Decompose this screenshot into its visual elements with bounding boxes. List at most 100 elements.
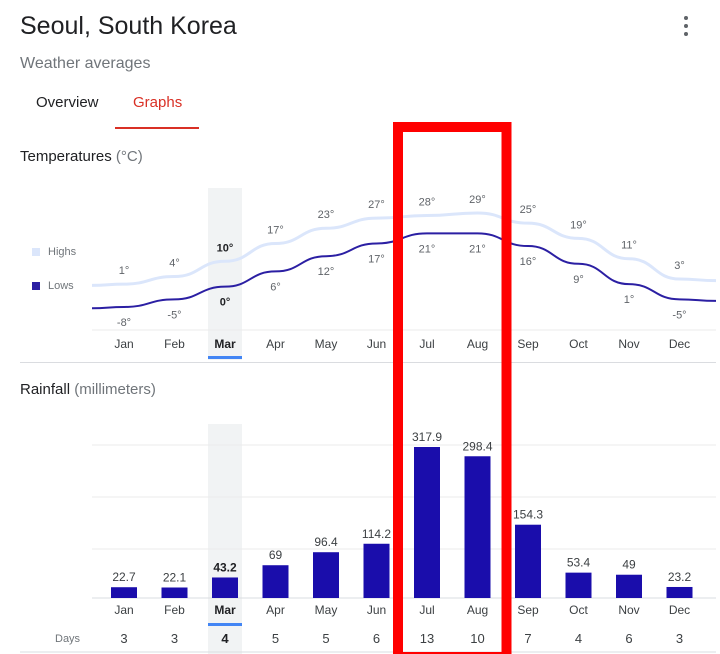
rainfall-title-text: Rainfall [20, 381, 71, 398]
section-divider [20, 362, 716, 363]
rainfall-bar [666, 586, 693, 598]
rainfall-month-label: Jan [114, 603, 133, 617]
rain-days-value: 3 [171, 631, 178, 646]
legend-highs: Highs [32, 246, 76, 258]
rainfall-month-label: Feb [164, 603, 185, 617]
rain-days-value: 4 [575, 631, 582, 646]
page-subtitle: Weather averages [20, 55, 151, 72]
rainfall-bar [212, 577, 238, 598]
rainfall-value-label: 154.3 [513, 508, 543, 522]
rainfall-month-label: Jun [367, 603, 386, 617]
rain-days-value: 7 [524, 631, 531, 646]
more-vert-icon[interactable] [676, 12, 696, 40]
rainfall-bar [161, 587, 188, 598]
temperature-month-label: Nov [618, 337, 639, 351]
high-temp-label: 23° [318, 209, 335, 221]
low-temp-label: 12° [318, 266, 335, 278]
rainfall-month-label: Aug [467, 603, 488, 617]
rain-days-value: 4 [221, 631, 229, 646]
temperature-month-label: Apr [266, 337, 285, 351]
selected-month-column-temperatures [208, 188, 242, 360]
rainfall-bar [464, 456, 491, 598]
high-temp-label: 10° [217, 242, 234, 254]
legend-lows: Lows [32, 280, 74, 292]
rainfall-value-label: 22.7 [112, 570, 136, 584]
temperature-month-label: Oct [569, 337, 588, 351]
rainfall-value-label: 22.1 [163, 571, 187, 585]
temperature-month-label: Jul [419, 337, 434, 351]
selected-month-column-rainfall [208, 424, 242, 654]
rainfall-month-label: Oct [569, 603, 588, 617]
high-temp-label: 19° [570, 219, 587, 231]
tab-graphs[interactable]: Graphs [133, 94, 183, 111]
selected-month-indicator-rainfall [208, 623, 242, 626]
selected-month-indicator-temperatures [208, 356, 242, 359]
high-temp-label: 11° [621, 240, 637, 252]
low-temp-label: 21° [419, 243, 436, 255]
rain-days-value: 5 [322, 631, 329, 646]
rainfall-bar [313, 552, 339, 598]
high-temp-label: 3° [674, 260, 685, 272]
low-temp-label: 6° [270, 281, 281, 293]
temperature-month-label: Dec [669, 337, 690, 351]
high-temp-label: 27° [368, 199, 385, 211]
rainfall-month-label: May [315, 603, 338, 617]
tab-active-indicator [115, 127, 199, 129]
rainfall-bar [515, 524, 541, 598]
rainfall-value-label: 96.4 [314, 535, 338, 549]
legend-highs-swatch [32, 248, 40, 257]
temperature-month-label: Feb [164, 337, 185, 351]
low-temp-label: -5° [672, 309, 686, 321]
rainfall-month-label: Dec [669, 603, 690, 617]
rainfall-bar [616, 574, 642, 598]
rain-days-value: 5 [272, 631, 279, 646]
temperature-month-label: Sep [517, 337, 539, 351]
low-temp-label: 9° [573, 274, 584, 286]
rainfall-value-label: 43.2 [213, 560, 237, 574]
rainfall-value-label: 298.4 [462, 439, 492, 453]
lows-series-line [91, 232, 717, 310]
temperatures-unit: (°C) [115, 148, 143, 165]
high-temp-label: 29° [469, 194, 486, 206]
temperature-month-label: Aug [467, 337, 488, 351]
tab-overview[interactable]: Overview [36, 94, 99, 111]
high-temp-label: 25° [520, 204, 537, 216]
red-highlight-box [393, 122, 512, 654]
low-temp-label: -5° [167, 309, 181, 321]
low-temp-label: 1° [624, 294, 635, 306]
rainfall-value-label: 114.2 [362, 527, 391, 541]
legend-highs-label: Highs [48, 246, 77, 258]
rainfall-bar [262, 565, 289, 598]
rainfall-value-label: 69 [269, 548, 283, 562]
temperature-month-label: Jan [114, 337, 133, 351]
rainfall-value-label: 23.2 [668, 570, 692, 584]
legend-lows-label: Lows [48, 280, 74, 292]
rainfall-month-label: Nov [618, 603, 639, 617]
rainfall-month-label: Mar [214, 603, 236, 617]
high-temp-label: 28° [419, 197, 436, 209]
rainfall-month-label: Sep [517, 603, 539, 617]
rain-days-value: 3 [120, 631, 127, 646]
high-temp-label: 1° [119, 265, 130, 277]
low-temp-label: 17° [368, 253, 385, 265]
rainfall-bar [565, 572, 592, 598]
low-temp-label: 21° [469, 243, 486, 255]
low-temp-label: 16° [520, 256, 537, 268]
rainfall-bar [111, 587, 137, 598]
rain-days-value: 6 [373, 631, 380, 646]
rainfall-value-label: 49 [622, 558, 636, 572]
page-title: Seoul, South Korea [20, 12, 237, 40]
rainfall-value-label: 317.9 [412, 430, 442, 444]
low-temp-label: 0° [220, 297, 231, 309]
rain-days-value: 10 [470, 631, 484, 646]
rainfall-month-label: Apr [266, 603, 285, 617]
rainfall-bar [414, 447, 440, 598]
high-temp-label: 17° [267, 224, 284, 236]
temperature-month-label: Jun [367, 337, 386, 351]
temperatures-title-text: Temperatures [20, 148, 112, 165]
low-temp-label: -8° [117, 317, 131, 329]
temperatures-title: Temperatures (°C) [20, 148, 143, 165]
rainfall-bar [363, 543, 390, 598]
temperature-month-label: May [315, 337, 338, 351]
